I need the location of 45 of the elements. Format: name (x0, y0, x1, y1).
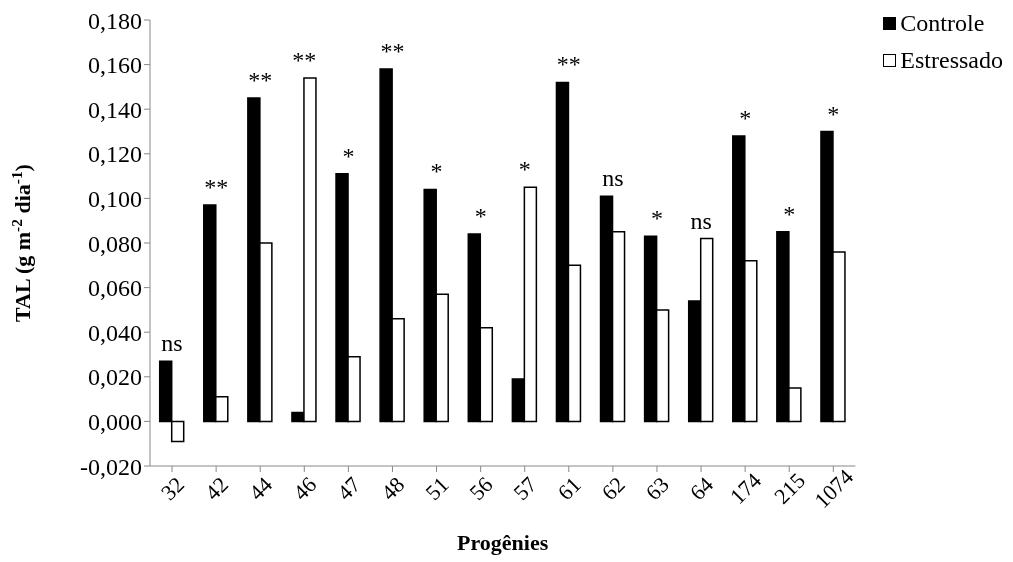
annotation: ns (690, 207, 712, 234)
legend-label: Controle (900, 10, 985, 37)
annotation: * (474, 203, 487, 230)
annotation: ** (556, 51, 581, 78)
x-tick-label: 48 (376, 471, 410, 505)
y-tick-label: 0,100 (88, 185, 142, 212)
annotation: * (739, 104, 752, 131)
y-tick-label: 0,160 (88, 52, 142, 79)
y-tick-label: 0,020 (88, 364, 142, 391)
x-tick-label: 32 (155, 471, 190, 505)
y-tick-label: 0,000 (88, 408, 142, 435)
annotation: * (827, 100, 840, 127)
x-tick-label: 44 (243, 471, 278, 505)
x-tick-label: 174 (724, 467, 766, 509)
annotation: * (783, 200, 796, 227)
x-tick-label: 64 (684, 471, 719, 505)
annotation: ** (380, 38, 405, 65)
annotation: ** (248, 67, 273, 94)
annotation: ** (204, 174, 229, 201)
y-tick-label: 0,120 (88, 141, 142, 168)
y-tick-label: 0,040 (88, 319, 142, 346)
y-tick-label: 0,180 (88, 7, 142, 34)
annotation: ns (161, 330, 183, 357)
y-tick-label: -0,020 (80, 453, 142, 480)
x-tick-label: 57 (508, 471, 542, 505)
annotation: ns (602, 165, 624, 192)
annotation: ** (292, 46, 317, 73)
x-tick-label: 63 (640, 471, 674, 505)
annotation: * (650, 205, 663, 232)
x-tick-label: 62 (596, 471, 630, 505)
x-tick-label: 51 (420, 471, 454, 505)
x-tick-label: 56 (464, 471, 498, 505)
x-tick-label: 215 (769, 467, 811, 509)
legend-label: Estressado (900, 47, 1003, 74)
annotation: * (342, 142, 355, 169)
x-tick-label: 61 (552, 471, 586, 505)
x-axis-title: Progênies (457, 530, 549, 555)
x-tick-label: 46 (288, 471, 322, 505)
y-tick-label: 0,140 (88, 96, 142, 123)
y-tick-label: 0,080 (88, 230, 142, 257)
x-tick-label: 47 (332, 471, 366, 505)
annotation: * (518, 156, 531, 183)
x-tick-label: 42 (199, 471, 234, 505)
y-tick-label: 0,060 (88, 275, 142, 302)
annotation: * (430, 158, 443, 185)
